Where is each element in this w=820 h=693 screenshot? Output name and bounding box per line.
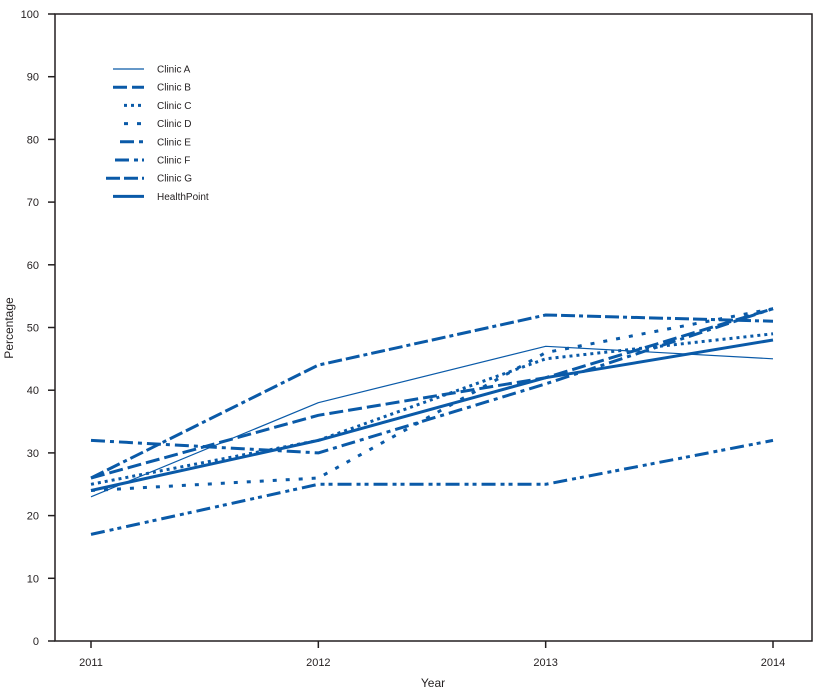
x-tick-label: 2012 xyxy=(306,657,330,669)
x-tick-label: 2011 xyxy=(79,657,103,669)
legend-label: Clinic D xyxy=(157,119,191,130)
legend: Clinic A Clinic B Clinic C Clinic D Clinic E… xyxy=(106,65,209,203)
legend-label: Clinic E xyxy=(157,137,191,148)
legend-label: HealthPoint xyxy=(157,192,209,203)
y-tick-label: 20 xyxy=(27,511,39,523)
legend-label: Clinic G xyxy=(157,174,192,185)
y-tick-label: 90 xyxy=(27,72,39,84)
x-axis: 2011 2012 2013 2014 xyxy=(79,641,785,669)
legend-label: Clinic A xyxy=(157,65,191,76)
series-line-clinic-e xyxy=(90,307,774,455)
x-tick-label: 2013 xyxy=(533,657,557,669)
series-line-clinic-f xyxy=(90,438,774,536)
y-tick-label: 100 xyxy=(21,9,39,21)
y-tick-label: 30 xyxy=(27,448,39,460)
y-tick-label: 70 xyxy=(27,197,39,209)
series-line-clinic-g xyxy=(90,313,774,480)
series-line-healthpoint xyxy=(90,338,774,492)
y-tick-label: 60 xyxy=(27,260,39,272)
legend-label: Clinic C xyxy=(157,101,191,112)
legend-label: Clinic F xyxy=(157,156,190,167)
x-axis-title: Year xyxy=(421,676,445,690)
y-axis: 0 10 20 30 40 50 60 70 80 90 100 xyxy=(21,9,55,648)
series-line-clinic-c xyxy=(90,332,774,486)
y-tick-label: 0 xyxy=(33,636,39,648)
x-tick-label: 2014 xyxy=(761,657,785,669)
y-tick-label: 10 xyxy=(27,573,39,585)
y-tick-label: 80 xyxy=(27,134,39,146)
series-lines xyxy=(90,307,774,536)
y-axis-title: Percentage xyxy=(2,297,16,359)
series-line-clinic-b xyxy=(90,307,774,480)
y-tick-label: 40 xyxy=(27,385,39,397)
legend-label: Clinic B xyxy=(157,83,191,94)
y-tick-label: 50 xyxy=(27,323,39,335)
series-line-clinic-a xyxy=(90,345,774,498)
